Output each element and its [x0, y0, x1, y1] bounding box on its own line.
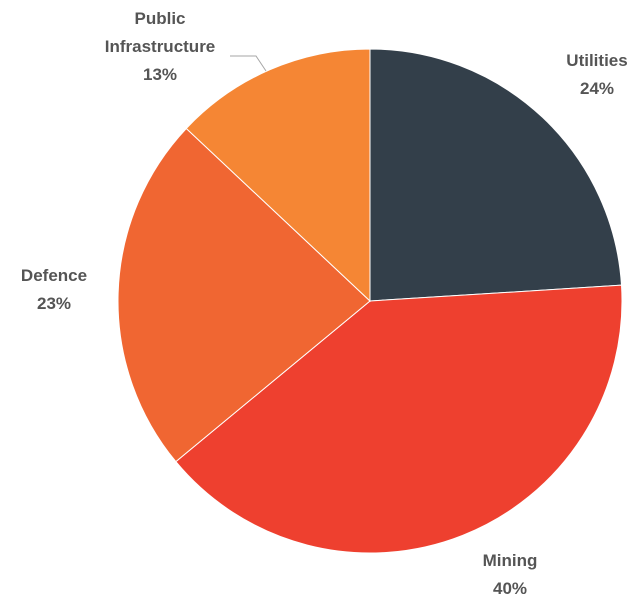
- slice-name-defence: Defence: [21, 266, 87, 285]
- slice-label-defence: Defence 23%: [21, 266, 87, 313]
- slices-layer: [117, 48, 623, 554]
- pie-slice-defence: [117, 127, 371, 463]
- leader-lines-layer: [230, 55, 267, 72]
- slice-percent-utilities: 24%: [580, 79, 614, 98]
- slice-name-mining: Mining: [483, 551, 538, 570]
- slice-label-utilities: Utilities 24%: [566, 51, 627, 98]
- slice-label-mining: Mining 40%: [483, 551, 538, 598]
- slice-name-utilities: Utilities: [566, 51, 627, 70]
- slice-name-public-infrastructure: Public: [134, 9, 185, 28]
- labels-layer: Utilities 24% Mining 40% Defence 23% Public Inf…: [21, 9, 628, 598]
- slice-percent-public-infrastructure: 13%: [143, 65, 177, 84]
- leader-line-public-infrastructure: [230, 55, 267, 72]
- slice-name-public-infrastructure: Infrastructure: [105, 37, 216, 56]
- pie-slice-utilities: [369, 48, 623, 302]
- pie-slice-public-infrastructure: [185, 48, 371, 303]
- slice-label-public-infrastructure: Public Infrastructure 13%: [105, 9, 216, 84]
- pie-slice-mining: [175, 284, 623, 554]
- slice-percent-defence: 23%: [37, 294, 71, 313]
- slice-percent-mining: 40%: [493, 579, 527, 598]
